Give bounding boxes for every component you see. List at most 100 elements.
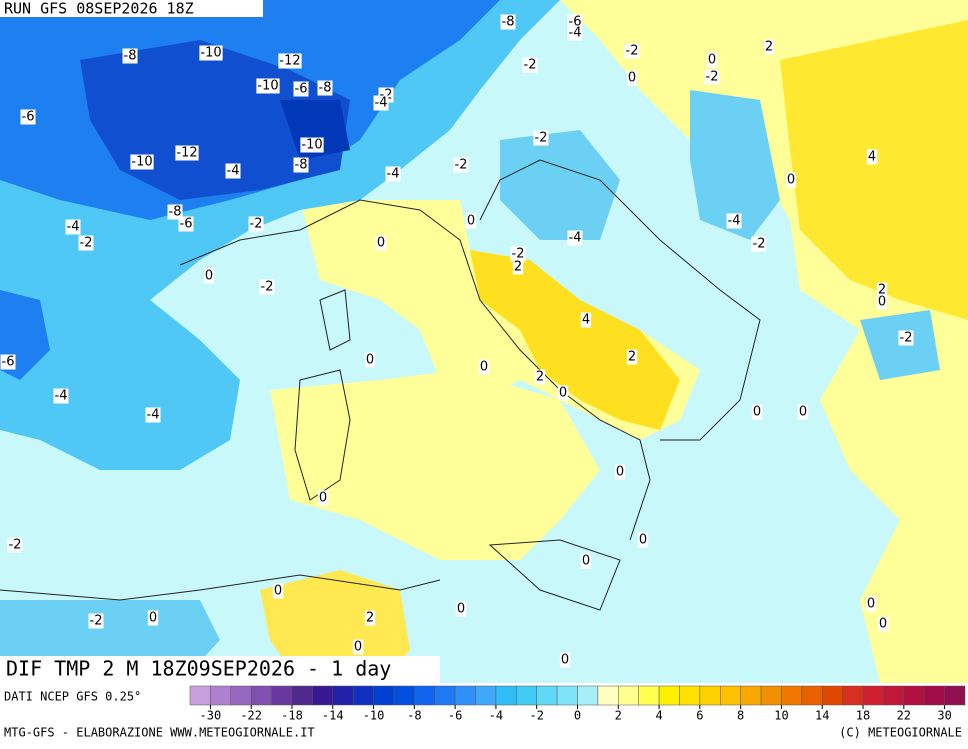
contour-label: -10 (257, 79, 278, 94)
colorbar-swatch (842, 685, 864, 706)
contour-label: 0 (879, 617, 887, 632)
contour-label-bg (352, 639, 364, 655)
coastline (0, 574, 441, 601)
contour-label-bg (797, 404, 809, 420)
contour-label: 0 (628, 71, 636, 86)
contour-label-bg (317, 80, 333, 96)
source: DATI NCEP GFS 0.25° (4, 690, 141, 704)
colorbar-swatch (536, 685, 558, 706)
contour-label: -6 (22, 110, 35, 125)
contour-label: -2 (90, 614, 103, 629)
contour-label: -8 (319, 81, 332, 96)
contour-label: -8 (502, 15, 515, 30)
contour-label: 4 (582, 313, 590, 328)
map: -8 -6-42-8 -10-12-20-20 -2-10 -6 -8 -2-4-6-10-… (0, 0, 968, 683)
colorbar-tick-label: -6 (448, 709, 462, 723)
colorbar-swatch (577, 685, 599, 706)
copyright: (C) METEOGIORNALE (839, 726, 962, 740)
contour-label-bg (898, 330, 914, 346)
contour-label-bg (259, 279, 275, 295)
coastlines (0, 159, 761, 611)
contour-label: 0 (708, 53, 716, 68)
map-title: DIF TMP 2 M 18Z09SEP2026 - 1 day (6, 657, 391, 681)
contour-label: -6 (295, 82, 308, 97)
colorbar-swatch (250, 685, 272, 706)
colorbar-swatch (903, 685, 925, 706)
colorbar-swatch (332, 685, 354, 706)
contour-label: 0 (799, 405, 807, 420)
colorbar-swatch (699, 685, 721, 706)
colorbar-tick-label: -18 (281, 709, 303, 723)
contour-label-bg (455, 601, 467, 617)
contour-label-bg (317, 490, 329, 506)
colorbar-tick-label: 0 (574, 709, 581, 723)
contour-label: -4 (728, 214, 741, 229)
contour-label-bg (300, 137, 324, 153)
contour-label: -2 (900, 331, 913, 346)
contour-label: -8 (124, 49, 137, 64)
contour-label-bg (510, 246, 526, 262)
contour-label: 0 (274, 584, 282, 599)
contour-label: 0 (319, 491, 327, 506)
contour-label: -2 (80, 236, 93, 251)
run-label: RUN GFS 08SEP2026 18Z (4, 0, 194, 18)
contour-label-bg (130, 154, 154, 170)
contour-label: 0 (467, 214, 475, 229)
contour-label-bg (500, 14, 516, 30)
contour-label-bg (567, 25, 583, 41)
contour-label-bg (624, 43, 640, 59)
contour-label: -2 (250, 217, 263, 232)
contour-label: -4 (227, 164, 240, 179)
colorbar-swatch (740, 685, 762, 706)
colorbar-swatch (454, 685, 476, 706)
contour-label-bg (637, 532, 649, 548)
colorbar-swatch (230, 685, 252, 706)
contour-label: -8 (169, 205, 182, 220)
contour-label-bg (626, 349, 638, 365)
contour-label: -10 (200, 46, 221, 61)
contour-label: 0 (366, 353, 374, 368)
contour-label: 0 (354, 640, 362, 655)
contour-label-bg (876, 294, 888, 310)
contour-label-bg (478, 359, 490, 375)
credits: MTG-GFS - ELABORAZIONE WWW.METEOGIORNALE… (4, 726, 315, 740)
contour-label-bg (533, 130, 549, 146)
colorbar-tick-label: 14 (815, 709, 829, 723)
colorbar-swatch (210, 685, 232, 706)
colorbar-tick-label: -22 (240, 709, 262, 723)
contour-label-bg (364, 610, 376, 626)
contour-label-bg (278, 53, 302, 69)
contour-label-bg (512, 259, 524, 275)
colorbar-swatch (638, 685, 660, 706)
contour-label: 0 (205, 269, 213, 284)
colorbar-swatch (923, 685, 945, 706)
warm-area (470, 250, 680, 430)
contour-label: -4 (569, 231, 582, 246)
contour-label: 0 (457, 602, 465, 617)
contour-label: -4 (387, 167, 400, 182)
colorbar-tick-label: 8 (737, 709, 744, 723)
contour-label-bg (145, 407, 161, 423)
colorbar-swatch (189, 685, 211, 706)
contour-label-bg (751, 404, 763, 420)
cold-area (500, 130, 620, 240)
contour-label: 0 (149, 611, 157, 626)
contour-label: -2 (455, 158, 468, 173)
contour-label: 0 (582, 554, 590, 569)
contour-label-bg (199, 45, 223, 61)
colorbar-tick-label: -8 (407, 709, 421, 723)
contour-label: -2 (753, 237, 766, 252)
contour-label: 0 (787, 173, 795, 188)
colorbar-tick-label: 6 (696, 709, 703, 723)
contour-label: 0 (377, 236, 385, 251)
contour-label-bg (534, 369, 546, 385)
contour-label-bg (375, 235, 387, 251)
contour-label-bg (453, 157, 469, 173)
contour-label-bg (225, 163, 241, 179)
contour-label-bg (522, 57, 538, 73)
contour-label-bg (53, 388, 69, 404)
contour-label: -2 (535, 131, 548, 146)
colorbar-tick-label: -10 (363, 709, 385, 723)
contour-label: -4 (67, 220, 80, 235)
contour-label-bg (704, 69, 720, 85)
